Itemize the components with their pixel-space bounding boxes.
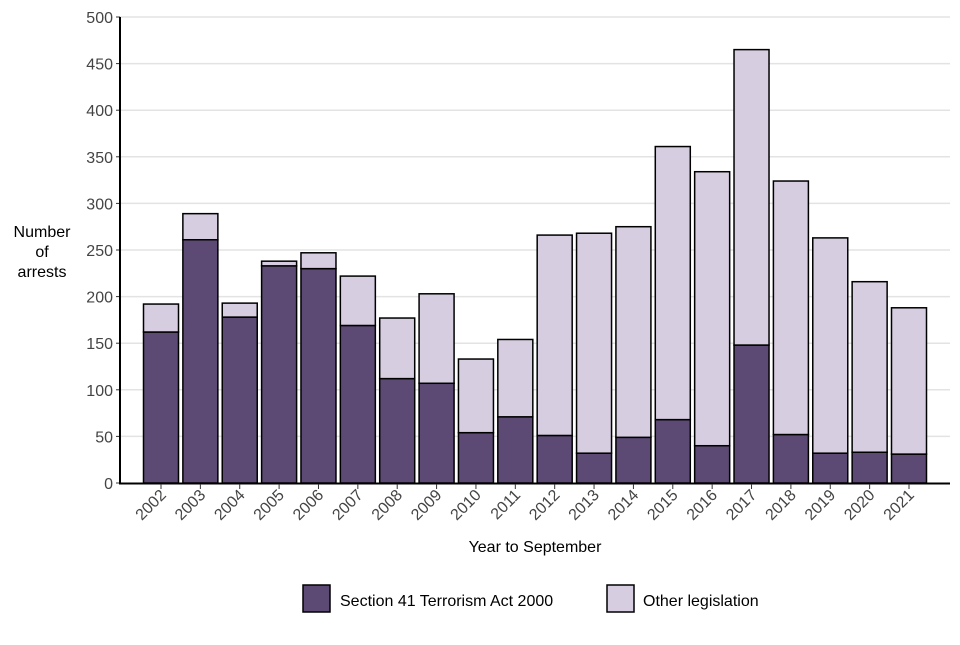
bar-section41-2003 xyxy=(182,238,219,484)
x-axis-ticks: 2002 2003 2004 2005 2006 2007 2008 2009 2010 2011… xyxy=(133,484,918,524)
x-tick-label: 2010 xyxy=(448,487,485,524)
bar-section41-2006 xyxy=(300,267,337,484)
legend-swatch-other xyxy=(606,584,635,613)
y-tick-label: 0 xyxy=(104,476,113,493)
x-tick-label: 2004 xyxy=(211,487,248,524)
bar-other-2007 xyxy=(339,275,377,327)
y-axis-label-line-2: of xyxy=(35,244,49,261)
y-axis-ticks: 0 50 100 150 200 250 300 350 400 450 500 xyxy=(86,10,120,493)
bar-other-2014 xyxy=(615,225,652,439)
x-tick-label: 2005 xyxy=(251,487,288,524)
x-tick-label: 2017 xyxy=(723,487,760,524)
legend: Section 41 Terrorism Act 2000 Other legi… xyxy=(302,584,759,613)
x-tick-label: 2011 xyxy=(488,487,524,523)
bar-section41-2020 xyxy=(851,451,888,484)
y-axis-label-line-3: arrests xyxy=(18,264,67,281)
x-tick-label: 2015 xyxy=(644,487,681,524)
bar-other-2008 xyxy=(378,317,416,380)
bar-other-2003 xyxy=(182,212,219,241)
bars xyxy=(142,48,928,484)
y-tick-label: 300 xyxy=(86,196,113,213)
y-tick-label: 400 xyxy=(86,103,113,120)
bar-section41-2002 xyxy=(142,331,180,484)
bar-other-2011 xyxy=(497,338,534,418)
bar-other-2018 xyxy=(772,180,810,436)
bar-section41-2016 xyxy=(693,444,731,484)
bar-other-2005 xyxy=(260,260,298,267)
bar-other-2013 xyxy=(575,232,613,454)
bar-section41-2012 xyxy=(536,434,573,484)
bar-section41-2007 xyxy=(339,324,377,484)
bar-section41-2011 xyxy=(497,416,534,484)
x-tick-label: 2019 xyxy=(802,487,839,524)
bar-section41-2018 xyxy=(772,433,810,484)
x-tick-label: 2006 xyxy=(290,487,327,524)
bar-section41-2017 xyxy=(733,344,770,484)
y-tick-label: 200 xyxy=(86,290,113,307)
x-axis-label: Year to September xyxy=(469,539,603,556)
x-tick-label: 2020 xyxy=(841,487,878,524)
y-tick-label: 350 xyxy=(86,150,113,167)
bar-other-2019 xyxy=(812,237,849,454)
bar-other-2004 xyxy=(221,302,258,318)
bar-other-2009 xyxy=(418,293,455,385)
bar-other-2016 xyxy=(693,170,731,447)
bar-other-2017 xyxy=(733,48,770,346)
bar-section41-2009 xyxy=(418,382,455,484)
x-tick-label: 2014 xyxy=(605,487,642,524)
bar-section41-2014 xyxy=(615,436,652,484)
bar-other-2002 xyxy=(142,303,180,333)
bar-other-2012 xyxy=(536,234,573,437)
legend-label-section41: Section 41 Terrorism Act 2000 xyxy=(340,593,553,610)
bar-section41-2021 xyxy=(890,453,928,484)
bar-other-2010 xyxy=(457,358,495,434)
x-tick-label: 2007 xyxy=(329,487,366,524)
y-tick-label: 150 xyxy=(86,336,113,353)
x-tick-label: 2013 xyxy=(566,487,603,524)
legend-swatch-section41 xyxy=(302,584,331,613)
gridlines xyxy=(120,16,950,438)
x-tick-label: 2012 xyxy=(526,487,563,524)
bar-other-2020 xyxy=(851,280,888,453)
y-tick-label: 100 xyxy=(86,383,113,400)
x-tick-label: 2021 xyxy=(881,487,918,524)
y-tick-label: 50 xyxy=(95,429,113,446)
bar-section41-2005 xyxy=(260,265,298,484)
y-tick-label: 500 xyxy=(86,10,113,27)
x-tick-label: 2016 xyxy=(684,487,721,524)
bar-section41-2015 xyxy=(654,418,692,484)
bar-other-2006 xyxy=(300,252,337,270)
x-tick-label: 2008 xyxy=(369,487,406,524)
bar-other-2015 xyxy=(654,145,692,421)
y-tick-label: 250 xyxy=(86,243,113,260)
legend-label-other: Other legislation xyxy=(643,593,759,610)
bar-section41-2013 xyxy=(575,452,613,484)
bar-section41-2010 xyxy=(457,431,495,484)
bar-section41-2008 xyxy=(378,377,416,484)
x-tick-label: 2003 xyxy=(172,487,209,524)
x-tick-label: 2002 xyxy=(133,487,170,524)
y-axis-label-line-1: Number xyxy=(14,224,72,241)
bar-section41-2019 xyxy=(812,452,849,484)
bar-section41-2004 xyxy=(221,316,258,484)
y-tick-label: 450 xyxy=(86,57,113,74)
x-tick-label: 2018 xyxy=(763,487,800,524)
bar-other-2021 xyxy=(890,307,928,455)
x-tick-label: 2009 xyxy=(408,487,445,524)
